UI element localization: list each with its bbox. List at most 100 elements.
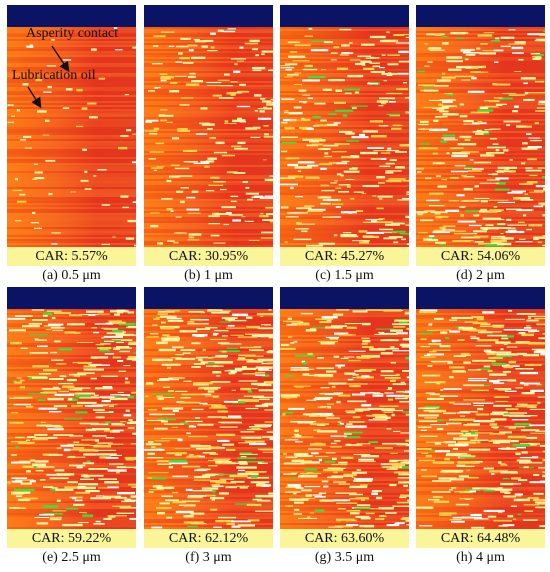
contact-streak — [293, 492, 297, 495]
contact-streak — [42, 314, 48, 317]
contact-streak — [117, 312, 124, 314]
oil-streak — [416, 373, 545, 375]
oil-streak — [280, 223, 409, 225]
contact-streak — [152, 358, 173, 362]
contact-streak — [148, 441, 154, 443]
contact-streak — [491, 359, 496, 363]
oil-streak — [7, 361, 136, 363]
contact-streak — [509, 342, 531, 344]
contact-streak — [151, 446, 156, 449]
contact-streak — [191, 366, 201, 368]
contact-streak — [176, 190, 184, 193]
oil-streak — [7, 99, 136, 101]
contact-streak — [94, 439, 99, 442]
oil-streak — [144, 175, 273, 177]
oil-streak — [7, 345, 136, 347]
oil-streak — [280, 119, 409, 121]
oil-streak — [416, 219, 545, 221]
oil-streak — [144, 147, 273, 149]
contact-streak — [225, 318, 235, 321]
contact-streak — [313, 138, 322, 140]
oil-streak — [144, 457, 273, 459]
oil-streak — [416, 115, 545, 117]
oil-streak — [280, 53, 409, 55]
oil-streak — [280, 117, 409, 119]
contact-streak — [172, 346, 184, 349]
contact-streak — [435, 241, 447, 244]
contact-streak — [496, 104, 503, 106]
oil-streak — [280, 27, 409, 29]
contact-streak — [483, 365, 491, 368]
contact-streak — [441, 409, 447, 413]
contact-streak — [215, 433, 236, 436]
contact-streak — [330, 59, 337, 61]
contact-streak — [485, 105, 497, 108]
contact-streak — [162, 334, 170, 337]
oil-streak — [144, 125, 273, 127]
contact-streak — [358, 458, 374, 461]
oil-streak — [416, 441, 545, 443]
contact-streak — [321, 480, 329, 483]
oil-streak — [7, 27, 136, 29]
contact-streak — [11, 491, 31, 494]
oil-streak — [7, 103, 136, 105]
oil-streak — [7, 211, 136, 213]
contact-streak — [223, 30, 236, 33]
contact-streak — [483, 467, 494, 470]
contact-streak — [302, 138, 314, 141]
contact-streak — [495, 83, 511, 86]
contact-streak — [453, 355, 467, 357]
contact-streak — [301, 230, 308, 233]
contact-streak — [531, 348, 545, 351]
oil-streak — [144, 137, 273, 139]
contact-streak — [406, 191, 409, 193]
oil-streak — [144, 413, 273, 415]
contact-streak — [320, 202, 331, 205]
oil-streak — [416, 465, 545, 467]
contact-streak — [330, 442, 337, 445]
contact-streak — [321, 69, 326, 71]
contact-streak — [97, 487, 109, 489]
contact-streak — [525, 169, 542, 172]
contact-streak — [71, 497, 77, 500]
contact-streak — [443, 412, 457, 415]
contact-streak — [314, 496, 326, 498]
contact-streak — [468, 378, 488, 380]
contact-streak — [41, 388, 61, 390]
contact-streak — [422, 374, 441, 377]
contact-streak — [464, 321, 478, 323]
contact-streak — [490, 439, 512, 442]
contact-streak — [404, 450, 409, 452]
contact-streak — [238, 442, 256, 444]
contact-streak — [365, 218, 383, 221]
contact-streak — [159, 109, 168, 111]
contact-streak — [116, 471, 120, 474]
contact-streak — [449, 478, 465, 481]
oil-streak — [144, 217, 273, 219]
contact-streak — [361, 64, 366, 66]
contact-streak — [94, 323, 114, 325]
oil-streak — [416, 401, 545, 403]
contact-streak — [474, 518, 489, 520]
contact-map — [280, 27, 409, 247]
oil-streak — [416, 193, 545, 195]
contact-streak — [97, 404, 118, 406]
contact-streak — [465, 432, 471, 435]
contact-streak — [224, 123, 237, 124]
oil-streak — [280, 527, 409, 529]
oil-streak — [7, 485, 136, 487]
contact-streak — [326, 403, 335, 405]
contact-streak — [463, 361, 471, 364]
oil-streak — [280, 113, 409, 115]
contact-streak — [119, 350, 130, 353]
contact-streak — [261, 335, 273, 338]
oil-streak — [280, 489, 409, 491]
contact-streak — [108, 411, 114, 413]
contact-streak — [496, 182, 506, 185]
contact-streak — [502, 370, 511, 373]
contact-streak — [193, 382, 213, 385]
oil-streak — [416, 201, 545, 203]
contact-streak — [36, 424, 52, 427]
oil-streak — [416, 447, 545, 449]
oil-streak — [144, 499, 273, 501]
